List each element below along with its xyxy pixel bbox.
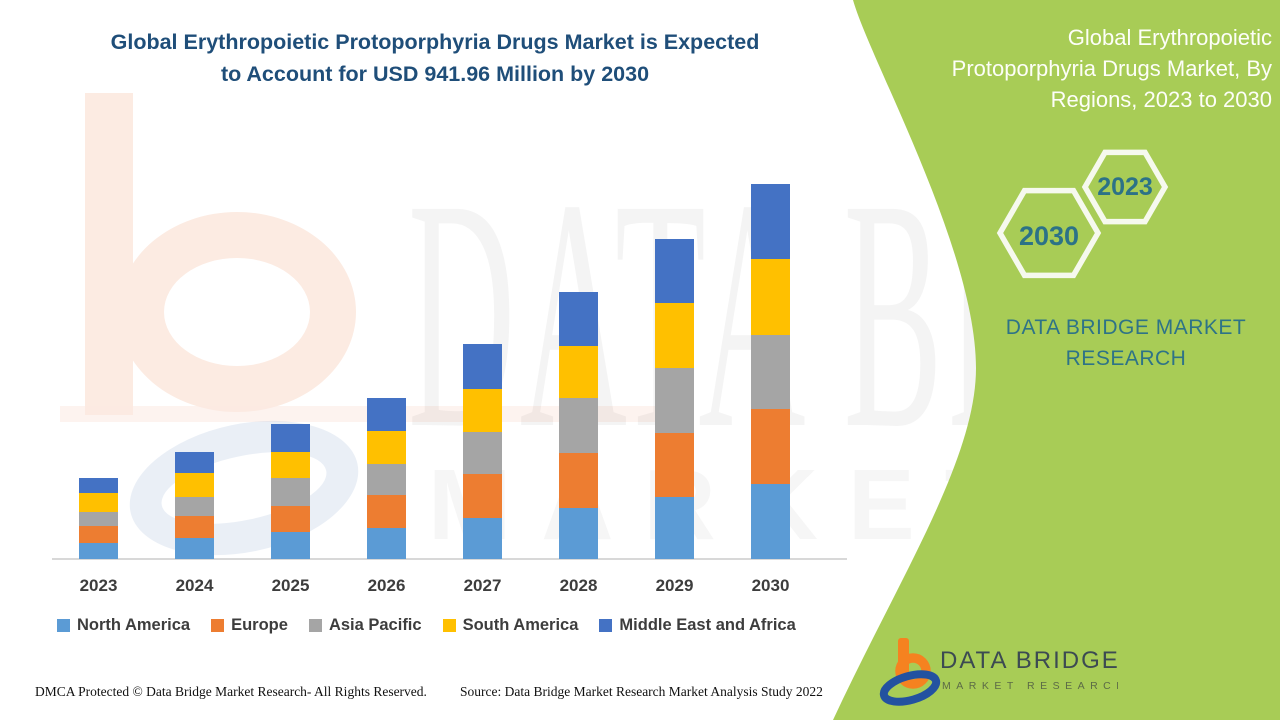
bar-segment-middle-east-and-africa [175, 451, 214, 473]
bar-segment-asia-pacific [463, 431, 502, 474]
bar-segment-south-america [463, 389, 502, 432]
x-axis-label-2027: 2027 [463, 576, 502, 595]
x-axis-label-2026: 2026 [367, 576, 406, 595]
legend-item-asia-pacific: Asia Pacific [308, 616, 422, 635]
bar-segment-asia-pacific [175, 496, 214, 516]
hexagon-2030-outline [996, 187, 1102, 279]
legend-label: Asia Pacific [328, 616, 422, 634]
bar-segment-europe [655, 432, 694, 497]
hexagon-2023-label: 2023 [1097, 173, 1153, 201]
legend-item-north-america: North America [57, 616, 190, 635]
bar-2025 [271, 424, 310, 559]
stacked-bar-chart: 2023 2024 2025 2026 2027 2028 2029 2030 [52, 184, 847, 595]
legend-label: North America [77, 616, 191, 634]
bar-segment-europe [79, 525, 118, 544]
legend-swatch [308, 619, 322, 632]
bar-segment-europe [175, 515, 214, 538]
bar-segment-south-america [79, 492, 118, 512]
logo-tagline-text: MARKET RESEARCH [942, 680, 1118, 692]
hexagon-2023-outline [1081, 149, 1169, 225]
databridge-logo: DATA BRIDGE MARKET RESEARCH [879, 638, 1118, 706]
x-axis-label-2023: 2023 [79, 576, 118, 595]
bar-segment-south-america [655, 303, 694, 368]
bar-segment-south-america [271, 452, 310, 479]
logo-blue-swoosh [879, 670, 941, 706]
bar-segment-south-america [175, 473, 214, 497]
bar-2026 [367, 397, 406, 559]
right-panel-title-line3: Regions, 2023 to 2030 [1050, 87, 1272, 112]
bar-2028 [559, 291, 598, 559]
page-title-line2: to Account for USD 941.96 Million by 203… [220, 62, 650, 86]
chart-legend: North America Europe Asia Pacific South Ame… [57, 616, 796, 635]
bar-segment-asia-pacific [751, 335, 790, 410]
bar-segment-north-america [463, 517, 502, 559]
logo-name-text: DATA BRIDGE [940, 647, 1118, 674]
footer-dmca-text: DMCA Protected © Data Bridge Market Rese… [35, 684, 427, 699]
bar-2023 [79, 477, 118, 559]
bar-segment-north-america [655, 496, 694, 559]
x-axis-line [52, 558, 847, 560]
bar-segment-middle-east-and-africa [367, 397, 406, 431]
bar-segment-asia-pacific [271, 478, 310, 507]
bar-segment-south-america [751, 259, 790, 336]
bar-segment-europe [271, 506, 310, 532]
legend-label: South America [462, 616, 579, 634]
bar-segment-middle-east-and-africa [559, 291, 598, 346]
bar-segment-middle-east-and-africa [271, 424, 310, 453]
bar-2024 [175, 451, 214, 559]
bar-segment-north-america [751, 484, 790, 559]
right-panel-title-line2: Protoporphyria Drugs Market, By [951, 56, 1272, 81]
legend-item-south-america: South America [442, 616, 579, 635]
page-title-line1: Global Erythropoietic Protoporphyria Dru… [110, 30, 760, 54]
x-axis-label-2025: 2025 [271, 576, 310, 595]
bar-segment-middle-east-and-africa [655, 238, 694, 303]
page-title: Global Erythropoietic Protoporphyria Dru… [45, 26, 825, 90]
bar-segment-south-america [367, 430, 406, 464]
bar-segment-north-america [559, 507, 598, 559]
x-axis-label-2028: 2028 [559, 576, 598, 595]
green-panel-shape [833, 0, 1280, 720]
bar-2027 [463, 344, 502, 559]
bar-2030 [751, 184, 790, 559]
bar-segment-middle-east-and-africa [463, 344, 502, 390]
brand-name-text: DATA BRIDGE MARKET RESEARCH [1005, 316, 1247, 370]
footer-source-text: Source: Data Bridge Market Research Mark… [460, 684, 823, 699]
bar-segment-north-america [79, 543, 118, 559]
bar-segment-europe [463, 473, 502, 518]
bar-segment-middle-east-and-africa [79, 477, 118, 493]
legend-swatch [442, 619, 456, 632]
bar-segment-europe [751, 409, 790, 485]
bar-2029 [655, 238, 694, 559]
bar-segment-asia-pacific [367, 463, 406, 495]
legend-swatch [211, 619, 225, 632]
bar-segment-asia-pacific [559, 398, 598, 454]
legend-label: Europe [231, 616, 288, 634]
legend-item-middle-east-and-africa: Middle East and Africa [599, 616, 796, 635]
x-axis-label-2029: 2029 [655, 576, 694, 595]
bar-segment-middle-east-and-africa [751, 184, 790, 260]
bar-segment-north-america [367, 527, 406, 559]
legend-swatch [599, 619, 613, 632]
bar-segment-south-america [559, 346, 598, 399]
bar-segment-north-america [271, 531, 310, 559]
bar-segment-north-america [175, 537, 214, 559]
x-axis-label-2024: 2024 [175, 576, 214, 595]
right-panel-title-line1: Global Erythropoietic [1067, 25, 1272, 50]
legend-label: Middle East and Africa [619, 616, 796, 634]
bar-segment-asia-pacific [79, 512, 118, 526]
x-axis-label-2030: 2030 [751, 576, 790, 595]
right-panel-title: Global Erythropoietic Protoporphyria Dru… [900, 22, 1272, 115]
hexagon-2030-label: 2030 [1018, 221, 1080, 251]
bar-segment-europe [367, 494, 406, 528]
legend-item-europe: Europe [211, 616, 288, 635]
bar-segment-europe [559, 453, 598, 508]
legend-swatch [57, 619, 70, 632]
bar-segment-asia-pacific [655, 367, 694, 433]
